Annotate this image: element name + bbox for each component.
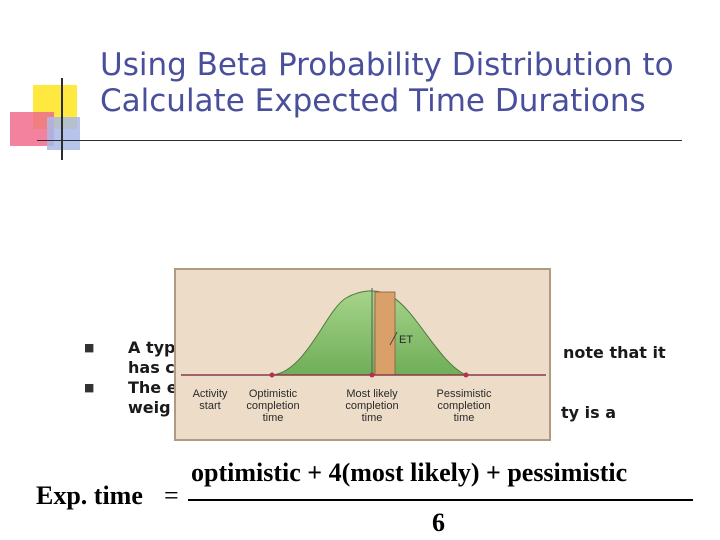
- bullet-item: ■ The e weig: [78, 378, 698, 418]
- label-activity-start-2: start: [199, 400, 220, 412]
- bullet-list: ■ A typ has c ■ The e weig: [78, 338, 698, 418]
- formula-fraction-bar: [188, 499, 693, 501]
- bullet-2-line-2: weig: [128, 398, 171, 417]
- expected-time-band: [374, 291, 396, 376]
- label-activity-start-1: Activity: [193, 388, 228, 400]
- label-pessimistic-1: Pessimistic: [436, 388, 492, 400]
- slide-title-line-1: Using Beta Probability Distribution to: [100, 47, 674, 83]
- et-pointer-line: [389, 331, 398, 346]
- beta-distribution-figure: ET Activity start Optimistic completion …: [174, 268, 551, 441]
- slide-title: Using Beta Probability Distribution to C…: [100, 47, 710, 119]
- bullet-2-line-1-right: ty is a: [561, 403, 617, 422]
- label-optimistic-2: completion: [246, 400, 299, 412]
- beta-curve-area: [271, 290, 467, 376]
- bullet-1-line-2: has c: [128, 358, 175, 377]
- title-underline: [37, 140, 682, 141]
- bullet-1-line-1: A typ: [128, 338, 176, 357]
- bullet-item: ■ A typ has c: [78, 338, 698, 378]
- bullet-2-line-1: The e: [128, 378, 178, 397]
- label-optimistic-1: Optimistic: [249, 388, 298, 400]
- et-label: ET: [399, 334, 413, 346]
- label-optimistic-3: time: [263, 412, 284, 424]
- bullet-square-icon: ■: [84, 381, 95, 394]
- label-pessimistic-3: time: [454, 412, 475, 424]
- expected-time-formula: Exp. time = optimistic + 4(most likely) …: [36, 458, 706, 538]
- label-most-likely-3: time: [362, 412, 383, 424]
- label-most-likely-2: completion: [345, 400, 398, 412]
- formula-numerator: optimistic + 4(most likely) + pessimisti…: [191, 458, 628, 487]
- bullet-square-icon: ■: [84, 341, 95, 354]
- bullet-1-line-1-right: note that it: [563, 343, 666, 362]
- decorative-vertical-line: [61, 78, 63, 160]
- optimistic-point: [269, 372, 275, 378]
- formula-lhs: Exp. time: [36, 481, 143, 510]
- formula-equals: =: [164, 481, 179, 510]
- label-pessimistic-2: completion: [437, 400, 490, 412]
- slide-title-line-2: Calculate Expected Time Durations: [100, 83, 646, 119]
- most-likely-point: [369, 372, 375, 378]
- formula-denominator: 6: [432, 508, 445, 537]
- decorative-blue-square: [47, 117, 80, 150]
- label-most-likely-1: Most likely: [346, 388, 398, 400]
- beta-distribution-svg: ET Activity start Optimistic completion …: [181, 288, 546, 424]
- pessimistic-point: [463, 372, 469, 378]
